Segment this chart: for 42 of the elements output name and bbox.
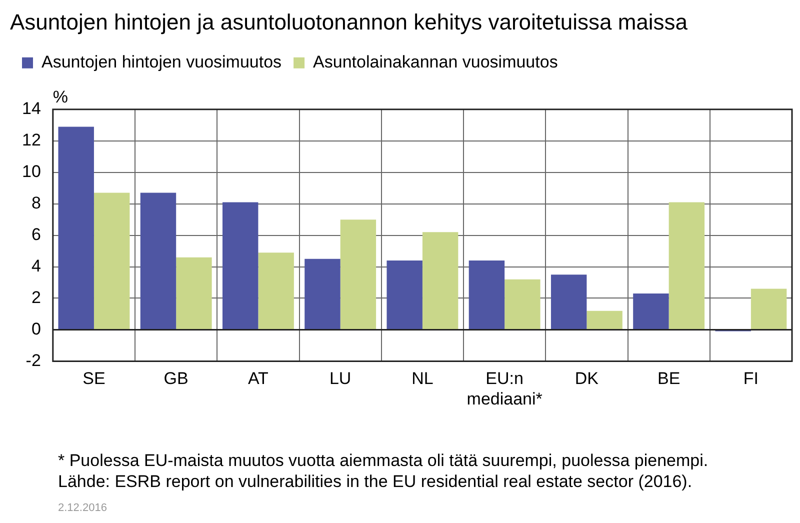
text: 2.12.2016 — [58, 502, 107, 514]
bar — [586, 310, 622, 330]
text: Lähde: ESRB report on vulnerabilities in the EU residential real estate sector (2016). — [58, 472, 692, 491]
bar — [258, 252, 294, 330]
legend-label: Asuntojen hintojen vuosimuutos — [42, 52, 282, 72]
bar — [750, 288, 787, 330]
bar — [304, 258, 340, 330]
y-tick-label: 8 — [31, 194, 41, 213]
bar — [176, 257, 212, 330]
y-tick-label: 0 — [31, 319, 41, 338]
bar — [340, 220, 376, 330]
x-tick-label: NL — [412, 369, 434, 388]
bar — [422, 232, 458, 330]
chart-title: Asuntojen hintojen ja asuntoluotonannon kehitys varoitetuissa maissa — [10, 9, 688, 34]
text: * Puolessa EU-maista muutos vuotta aiemmasta oli tätä suurempi, puolessa pienempi. — [58, 451, 708, 470]
x-tick-label: AT — [248, 369, 268, 388]
y-tick-label: 12 — [22, 130, 41, 150]
legend-label: Asuntolainakannan vuosimuutos — [313, 52, 558, 72]
bar — [550, 274, 587, 330]
x-tick-label: DK — [574, 369, 600, 388]
bar — [222, 202, 258, 330]
x-tick-label: BE — [657, 369, 680, 388]
x-tick-label: LU — [329, 369, 352, 388]
y-tick-label: 14 — [22, 99, 41, 118]
y-tick-label: 2 — [31, 288, 41, 307]
x-tick-label: GB — [164, 369, 188, 388]
y-tick-label: -2 — [26, 350, 41, 370]
y-tick-label: 6 — [31, 224, 41, 244]
x-tick-label: SE — [82, 369, 106, 388]
x-tick-label: EU:n mediaani* — [466, 369, 543, 408]
bar — [58, 126, 94, 330]
bar — [668, 202, 705, 330]
bar — [386, 260, 422, 330]
y-tick-label: 10 — [22, 162, 41, 182]
bar — [140, 192, 176, 330]
bar — [468, 260, 505, 330]
x-tick-label: FI — [743, 369, 758, 388]
bar — [504, 279, 540, 330]
y-axis-title: % — [52, 88, 68, 107]
bar — [633, 294, 669, 330]
bar — [94, 192, 130, 330]
y-tick-label: 4 — [31, 256, 41, 276]
